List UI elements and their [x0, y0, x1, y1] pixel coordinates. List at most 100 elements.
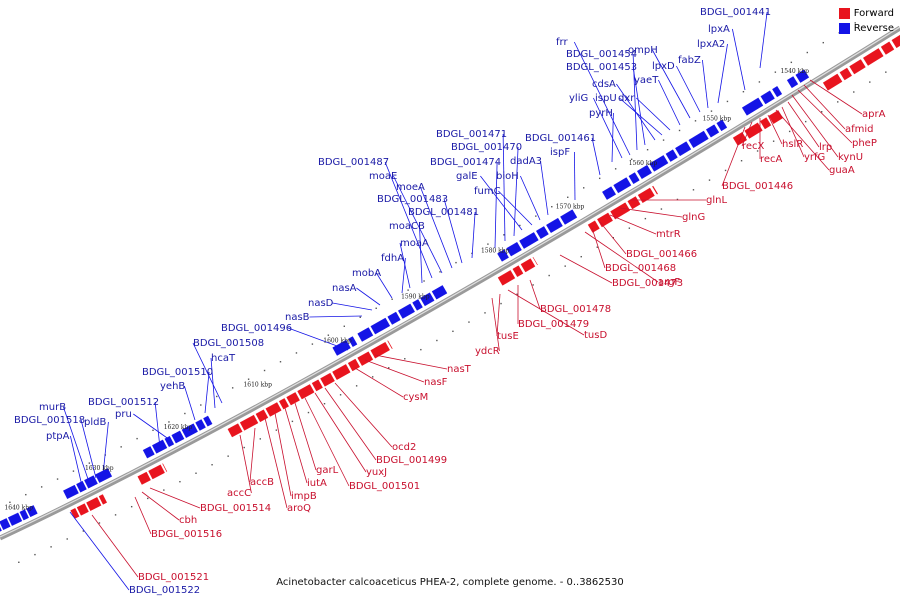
reverse-leader-line — [732, 28, 746, 91]
forward-gene — [532, 256, 538, 266]
scale-dot — [535, 215, 537, 217]
scale-dot — [870, 12, 872, 14]
reverse-leader-line — [658, 79, 681, 126]
scale-dot — [487, 243, 489, 245]
forward-gene-label: accC — [227, 488, 251, 499]
reverse-gene — [688, 130, 709, 149]
scale-dot — [455, 261, 457, 264]
forward-gene-label: tusE — [497, 331, 519, 342]
forward-leader-line — [787, 101, 820, 148]
scale-dot — [323, 402, 326, 405]
scale-dot — [9, 501, 11, 504]
scale-dot — [790, 61, 793, 64]
forward-gene — [822, 73, 843, 91]
forward-gene — [387, 340, 393, 350]
scale-dot — [551, 206, 553, 208]
scale-dot — [804, 120, 807, 123]
reverse-gene — [142, 446, 155, 459]
scale-dot — [724, 169, 727, 172]
forward-gene — [148, 464, 165, 480]
scale-dot — [548, 274, 550, 277]
scale-dot — [295, 352, 298, 354]
reverse-leader-line — [636, 97, 671, 131]
forward-gene — [370, 341, 390, 359]
forward-leader-line — [364, 359, 425, 383]
forward-leader-line — [274, 412, 292, 497]
scale-dot — [821, 111, 823, 113]
forward-leader-line — [791, 94, 839, 158]
forward-leader-line — [609, 214, 657, 235]
forward-gene — [891, 34, 900, 49]
label-leader-lines — [63, 11, 863, 591]
reverse-leader-line — [154, 401, 161, 449]
forward-leader-line — [809, 79, 863, 115]
scale-dot — [614, 168, 617, 170]
legend-reverse-label: Reverse — [853, 23, 894, 34]
reverse-gene-label: cdsA — [592, 79, 616, 90]
kbp-tick-label: 1580 kbp — [481, 247, 510, 254]
reverse-gene-label: dadA3 — [510, 156, 542, 167]
forward-gene-label: mtrR — [656, 229, 681, 240]
reverse-gene-label: BDGL_001518 — [14, 415, 85, 426]
reverse-leader-line — [702, 59, 709, 109]
forward-leader-line — [324, 387, 377, 461]
reverse-gene-label: mobA — [352, 268, 381, 279]
reverse-gene — [431, 285, 448, 300]
reverse-leader-line — [287, 327, 349, 351]
reverse-gene — [0, 518, 11, 531]
scale-dot — [742, 91, 745, 93]
reverse-leader-line — [471, 211, 476, 259]
forward-leader-line — [591, 227, 606, 269]
scale-dot — [516, 293, 518, 295]
reverse-gene-label: BDGL_001496 — [221, 323, 292, 334]
forward-leader-line — [721, 126, 746, 187]
forward-leader-line — [781, 106, 805, 158]
scale-dot — [439, 271, 441, 273]
forward-gene — [652, 185, 658, 195]
reverse-gene-label: yliG — [569, 93, 588, 104]
scale-dot — [519, 224, 521, 227]
reverse-leader-line — [69, 511, 130, 591]
kbp-tick-label: 1550 kbp — [703, 116, 732, 123]
forward-gene-label: ocd2 — [392, 442, 416, 453]
scale-dot — [404, 358, 406, 360]
scale-dot — [263, 369, 266, 372]
forward-gene-label: BDGL_001479 — [518, 319, 589, 330]
scale-dot — [854, 22, 856, 24]
reverse-gene — [546, 217, 563, 234]
legend: Forward Reverse — [838, 6, 894, 36]
forward-gene-label: BDGL_001521 — [138, 572, 209, 583]
forward-gene-label: BDGL_001516 — [151, 529, 222, 540]
forward-gene-label: lrp — [819, 142, 832, 153]
forward-gene-label: BDGL_001446 — [722, 181, 793, 192]
scale-dot — [120, 446, 122, 448]
forward-gene — [320, 372, 335, 387]
scale-dot — [311, 343, 314, 345]
scale-dot — [184, 412, 186, 415]
reverse-leader-line — [513, 146, 519, 237]
reverse-gene — [741, 97, 764, 116]
scale-dot — [885, 71, 887, 73]
scale-dot — [82, 530, 85, 532]
reverse-leader-line — [63, 406, 90, 483]
reverse-gene — [19, 509, 29, 521]
scale-dot — [646, 149, 649, 151]
reverse-gene — [26, 505, 38, 518]
kbp-tick-label: 1610 kbp — [243, 381, 272, 388]
reverse-leader-line — [494, 161, 498, 249]
reverse-gene-label: bioH — [496, 171, 519, 182]
reverse-gene — [7, 512, 23, 526]
forward-leader-line — [334, 382, 393, 448]
scale-dot — [503, 234, 505, 236]
scale-dot — [500, 302, 502, 305]
reverse-gene — [412, 299, 423, 311]
forward-gene-label: BDGL_001499 — [376, 455, 447, 466]
reverse-leader-line — [133, 413, 171, 441]
reverse-leader-line — [593, 97, 623, 159]
reverse-gene-label: BDGL_001470 — [451, 142, 522, 153]
scale-dot — [168, 421, 170, 423]
reverse-gene-label: ptpA — [46, 431, 70, 442]
reverse-gene-label: fabZ — [678, 55, 701, 66]
reverse-gene — [420, 292, 435, 307]
scale-dot — [18, 561, 20, 564]
